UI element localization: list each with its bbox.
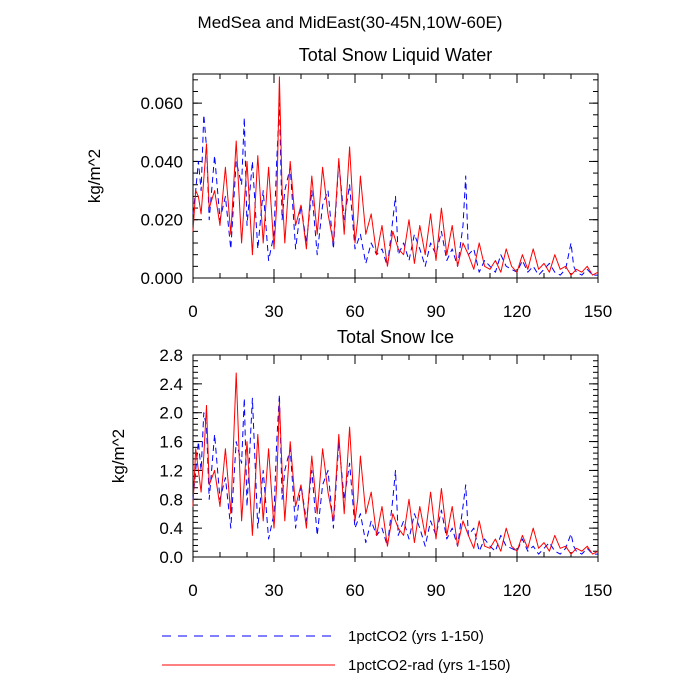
y-tick-label: 0.8 xyxy=(159,490,183,509)
x-tick-label: 0 xyxy=(188,581,197,600)
x-tick-label: 30 xyxy=(265,302,284,321)
y-tick-label: 2.4 xyxy=(159,375,183,394)
x-tick-label: 30 xyxy=(265,581,284,600)
y-axis-title-total-snow-liquid-water: kg/m^2 xyxy=(85,149,104,203)
y-tick-label: 2.0 xyxy=(159,404,183,423)
y-tick-label: 1.2 xyxy=(159,461,183,480)
plot-frame-total-snow-ice xyxy=(192,354,599,558)
series-line-1pctco2-yrs-1-150-total-snow-ice xyxy=(192,394,598,555)
panel-snow-ice: Total Snow Ice kg/m^2 0 30 60 90 120 150 0.0 0.4 0… xyxy=(109,327,612,600)
x-tick-label: 150 xyxy=(584,302,612,321)
legend-label-1pctco2: 1pctCO2 (yrs 1-150) xyxy=(348,628,484,645)
panel-title-total-snow-ice: Total Snow Ice xyxy=(337,327,454,347)
y-tick-label: 0.4 xyxy=(159,519,183,538)
panel-title-total-snow-liquid-water: Total Snow Liquid Water xyxy=(299,45,492,65)
series-line-1pctco2-yrs-1-150-total-snow-liquid-water xyxy=(192,102,598,276)
x-tick-label: 90 xyxy=(427,302,446,321)
y-tick-label: 0.040 xyxy=(140,152,183,171)
y-tick-label: 0.020 xyxy=(140,211,183,230)
plot-frame-total-snow-liquid-water xyxy=(192,73,599,279)
x-tick-label: 0 xyxy=(188,302,197,321)
legend: 1pctCO2 (yrs 1-150) 1pctCO2-rad (yrs 1-1… xyxy=(162,628,511,674)
y-axis-title-total-snow-ice: kg/m^2 xyxy=(109,429,128,483)
x-tick-label: 120 xyxy=(503,302,531,321)
panel-snow-liquid-water: Total Snow Liquid Water kg/m^2 0 30 60 90 120 1… xyxy=(85,45,612,321)
series-line-1pctco2-rad-yrs-1-150-total-snow-liquid-water xyxy=(192,76,599,276)
x-tick-label: 150 xyxy=(584,581,612,600)
x-tick-label: 60 xyxy=(346,302,365,321)
y-tick-label: 1.6 xyxy=(159,433,183,452)
series-line-1pctco2-rad-yrs-1-150-total-snow-ice xyxy=(192,372,599,555)
legend-entry-1pctco2: 1pctCO2 (yrs 1-150) xyxy=(162,628,484,645)
y-tick-label: 2.8 xyxy=(159,346,183,365)
y-tick-label: 0.060 xyxy=(140,94,183,113)
x-tick-label: 120 xyxy=(503,581,531,600)
legend-label-1pctco2-rad: 1pctCO2-rad (yrs 1-150) xyxy=(348,657,511,674)
y-tick-label: 0.000 xyxy=(140,269,183,288)
legend-entry-1pctco2-rad: 1pctCO2-rad (yrs 1-150) xyxy=(162,657,511,674)
y-tick-label: 0.0 xyxy=(159,548,183,567)
x-tick-label: 90 xyxy=(427,581,446,600)
figure-suptitle: MedSea and MidEast(30-45N,10W-60E) xyxy=(198,13,503,32)
x-tick-label: 60 xyxy=(346,581,365,600)
